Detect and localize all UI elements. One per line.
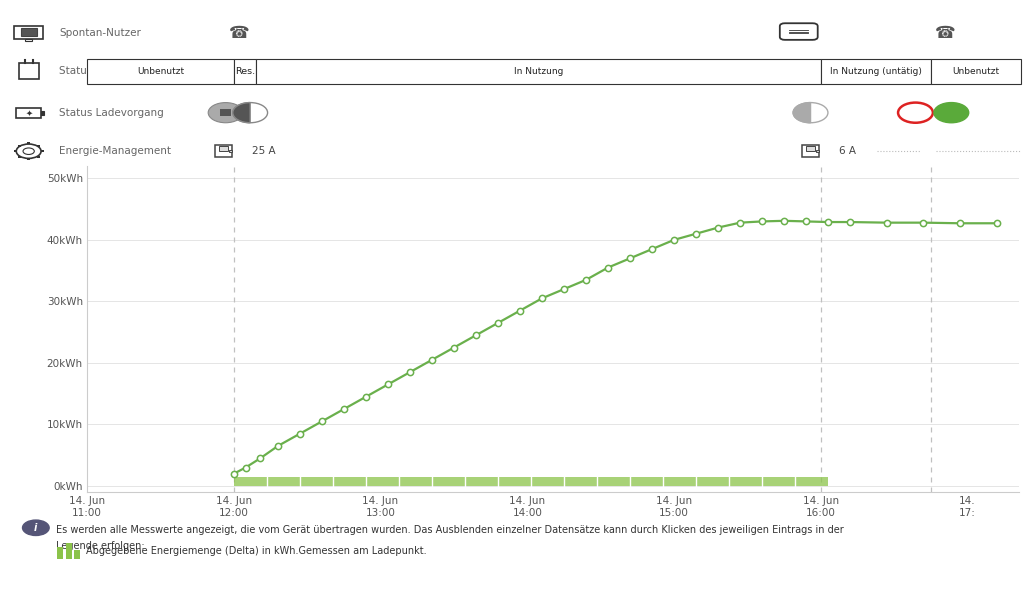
Bar	[17, 145, 20, 146]
Bar	[57, 547, 63, 559]
Bar	[37, 156, 40, 158]
Bar	[821, 59, 931, 84]
Text: Spontan-Nutzer: Spontan-Nutzer	[59, 28, 141, 37]
Text: In Nutzung (untätig): In Nutzung (untätig)	[829, 66, 922, 76]
Bar	[220, 109, 231, 116]
Bar	[37, 145, 40, 146]
Wedge shape	[232, 103, 250, 123]
Text: ✦: ✦	[26, 108, 32, 117]
Bar	[816, 150, 819, 152]
Bar	[26, 39, 32, 41]
Bar	[66, 543, 72, 559]
Text: Legende erfolgen:: Legende erfolgen:	[56, 541, 145, 551]
Text: Unbenutzt: Unbenutzt	[137, 66, 184, 76]
Bar	[41, 150, 44, 152]
Text: In Nutzung: In Nutzung	[514, 66, 563, 76]
FancyBboxPatch shape	[780, 23, 818, 40]
Bar	[806, 146, 815, 151]
Bar	[27, 158, 31, 160]
Circle shape	[208, 103, 243, 123]
Wedge shape	[794, 103, 811, 123]
Text: ☎: ☎	[935, 24, 955, 42]
Text: ✓: ✓	[946, 108, 956, 117]
Bar	[233, 477, 828, 486]
Bar	[41, 111, 44, 114]
Text: Status Ladepunkt: Status Ladepunkt	[59, 66, 152, 76]
Bar	[14, 26, 43, 39]
Bar	[931, 59, 1021, 84]
Circle shape	[23, 520, 49, 535]
Circle shape	[232, 103, 267, 123]
Text: Energie-Management: Energie-Management	[59, 146, 171, 156]
Bar	[20, 28, 37, 36]
Text: Res.: Res.	[234, 66, 255, 76]
Text: 6 A: 6 A	[840, 146, 856, 156]
Text: Status Ladevorgang: Status Ladevorgang	[59, 108, 164, 117]
Circle shape	[934, 103, 969, 123]
Text: Unbenutzt: Unbenutzt	[952, 66, 999, 76]
Bar	[219, 146, 228, 151]
Bar	[233, 59, 256, 84]
Bar	[17, 156, 20, 158]
Text: Abgegebene Energiemenge (Delta) in kWh.Gemessen am Ladepunkt.: Abgegebene Energiemenge (Delta) in kWh.G…	[86, 547, 427, 556]
Bar	[16, 108, 41, 117]
Circle shape	[794, 103, 828, 123]
Bar	[256, 59, 821, 84]
Circle shape	[898, 103, 933, 123]
Bar	[27, 142, 31, 144]
Text: Es werden alle Messwerte angezeigt, die vom Gerät übertragen wurden. Das Ausblen: Es werden alle Messwerte angezeigt, die …	[56, 525, 844, 535]
Text: ☎: ☎	[228, 24, 249, 42]
Bar	[87, 59, 233, 84]
Circle shape	[23, 148, 35, 155]
Bar	[74, 550, 80, 559]
Bar	[802, 145, 819, 157]
Bar	[228, 150, 231, 152]
Bar	[13, 150, 16, 152]
Bar	[18, 63, 39, 79]
Circle shape	[16, 144, 41, 158]
Bar	[215, 145, 232, 157]
Text: 25 A: 25 A	[252, 146, 275, 156]
Text: !: !	[912, 106, 919, 119]
Text: i: i	[34, 523, 38, 533]
